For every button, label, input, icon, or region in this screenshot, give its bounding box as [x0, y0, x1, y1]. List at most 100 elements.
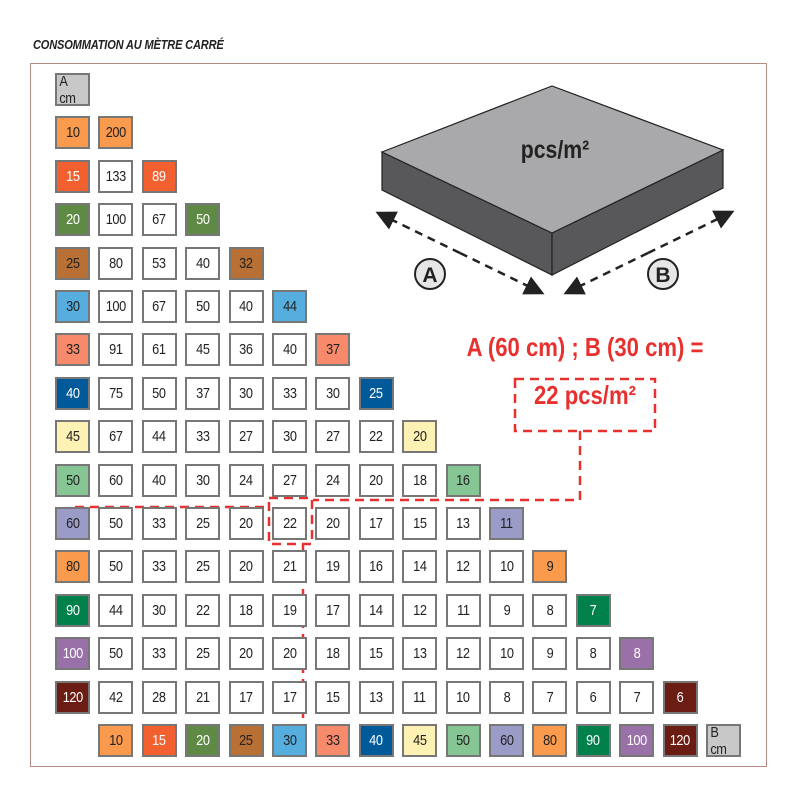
- table-cell: 44: [98, 593, 134, 627]
- diagonal-cell: 11: [489, 507, 524, 540]
- table-cell-text: 25: [196, 645, 210, 663]
- table-cell: 27: [272, 463, 307, 497]
- col-label-text: 10: [109, 732, 123, 749]
- table-cell-text: 18: [239, 601, 253, 619]
- table-cell-text: 40: [152, 471, 167, 489]
- table-cell: 40: [228, 290, 264, 323]
- table-cell-text: 21: [282, 558, 297, 576]
- col-label: 100: [619, 724, 655, 757]
- row-label-text: 33: [65, 341, 80, 359]
- table-cell-text: 33: [152, 558, 167, 576]
- table-cell-text: 50: [196, 298, 210, 315]
- table-cell-text: 45: [196, 341, 210, 359]
- table-cell-text: 16: [369, 558, 384, 576]
- table-cell-text: 20: [239, 645, 253, 663]
- table-cell-text: 9: [546, 645, 554, 663]
- table-cell: 24: [315, 463, 351, 497]
- table-cell: 7: [619, 680, 655, 714]
- table-cell: 25: [185, 507, 221, 540]
- page-title: CONSOMMATION AU MÈTRE CARRÉ: [33, 37, 224, 52]
- table-cell-text: 27: [282, 471, 297, 489]
- table-cell-text: 10: [456, 688, 470, 706]
- row-label-text: 60: [65, 515, 80, 532]
- table-cell: 20: [358, 463, 394, 497]
- row-axis-label: A cm: [55, 73, 90, 107]
- table-cell: 27: [228, 420, 264, 454]
- side-a-arrow: [375, 211, 461, 255]
- table-cell-text: 44: [109, 601, 123, 619]
- row-label-text: 20: [65, 211, 80, 229]
- col-label-text: 30: [282, 732, 297, 749]
- row-label-text: 25: [65, 254, 80, 272]
- table-cell: 10: [489, 550, 524, 584]
- table-cell: 25: [185, 550, 221, 584]
- table-cell: 12: [402, 593, 438, 627]
- col-label: 45: [402, 724, 438, 757]
- table-cell-text: 33: [152, 515, 167, 532]
- table-cell-text: 12: [456, 558, 470, 576]
- table-cell: 33: [141, 507, 177, 540]
- table-cell-text: 33: [196, 428, 210, 446]
- table-cell-text: 11: [413, 688, 426, 706]
- table-cell: 15: [315, 680, 351, 714]
- table-cell-text: 17: [239, 688, 253, 706]
- table-cell-text: 61: [152, 341, 167, 359]
- table-cell: 19: [315, 550, 351, 584]
- col-label: 50: [445, 724, 481, 757]
- diagonal-cell: 6: [662, 680, 698, 714]
- table-cell-text: 27: [239, 428, 253, 446]
- table-cell-text: 17: [282, 688, 297, 706]
- table-cell-text: 100: [105, 298, 126, 315]
- table-cell-text: 17: [326, 601, 340, 619]
- diagonal-cell: 25: [358, 376, 394, 410]
- col-label-text: 100: [626, 732, 647, 749]
- table-cell: 40: [141, 463, 177, 497]
- row-label: 80: [55, 550, 90, 584]
- table-cell: 40: [272, 333, 307, 367]
- table-cell: 17: [272, 680, 307, 714]
- table-cell-text: 19: [282, 601, 297, 619]
- col-axis-label: B cm: [706, 724, 741, 758]
- diagonal-cell-text: 32: [239, 254, 253, 272]
- table-cell: 14: [358, 593, 394, 627]
- table-cell: 33: [141, 550, 177, 584]
- table-cell: 22: [185, 593, 221, 627]
- table-cell-text: 22: [369, 428, 384, 446]
- table-cell: 61: [141, 333, 177, 367]
- table-cell: 20: [272, 637, 307, 671]
- table-cell-text: 133: [105, 167, 126, 185]
- table-cell: 100: [98, 203, 134, 237]
- col-label-text: 15: [152, 732, 167, 749]
- table-cell-text: 13: [456, 515, 470, 532]
- row-label-text: 45: [65, 428, 80, 446]
- table-cell-text: 80: [109, 254, 123, 272]
- row-label-text: 15: [65, 167, 80, 185]
- side-b-arrow: [563, 251, 649, 295]
- diagonal-cell-text: 7: [589, 601, 597, 619]
- table-cell-text: 67: [152, 211, 167, 229]
- table-cell: 17: [228, 680, 264, 714]
- table-cell-text: 50: [109, 515, 123, 532]
- tile-icon: [380, 85, 725, 276]
- table-cell: 30: [228, 376, 264, 410]
- table-cell-text: 18: [326, 645, 340, 663]
- col-label-text: 80: [543, 732, 557, 749]
- table-cell: 30: [315, 376, 351, 410]
- table-cell: 30: [185, 463, 221, 497]
- table-cell: 10: [489, 637, 524, 671]
- table-cell: 33: [141, 637, 177, 671]
- col-label-text: 50: [456, 732, 470, 749]
- table-cell: 25: [185, 637, 221, 671]
- table-cell-text: 10: [499, 558, 514, 576]
- table-cell-text: 17: [369, 515, 384, 532]
- tile-label: pcs/m²: [520, 136, 590, 164]
- diagonal-cell: 200: [98, 116, 134, 150]
- table-cell-text: 11: [456, 601, 470, 619]
- table-cell-text: 30: [152, 601, 167, 619]
- table-cell: 20: [228, 507, 264, 540]
- col-label: 30: [272, 724, 307, 757]
- table-cell-text: 9: [503, 601, 510, 619]
- row-label-text: 40: [65, 384, 80, 402]
- table-cell: 40: [185, 246, 221, 280]
- table-cell: 37: [185, 376, 221, 410]
